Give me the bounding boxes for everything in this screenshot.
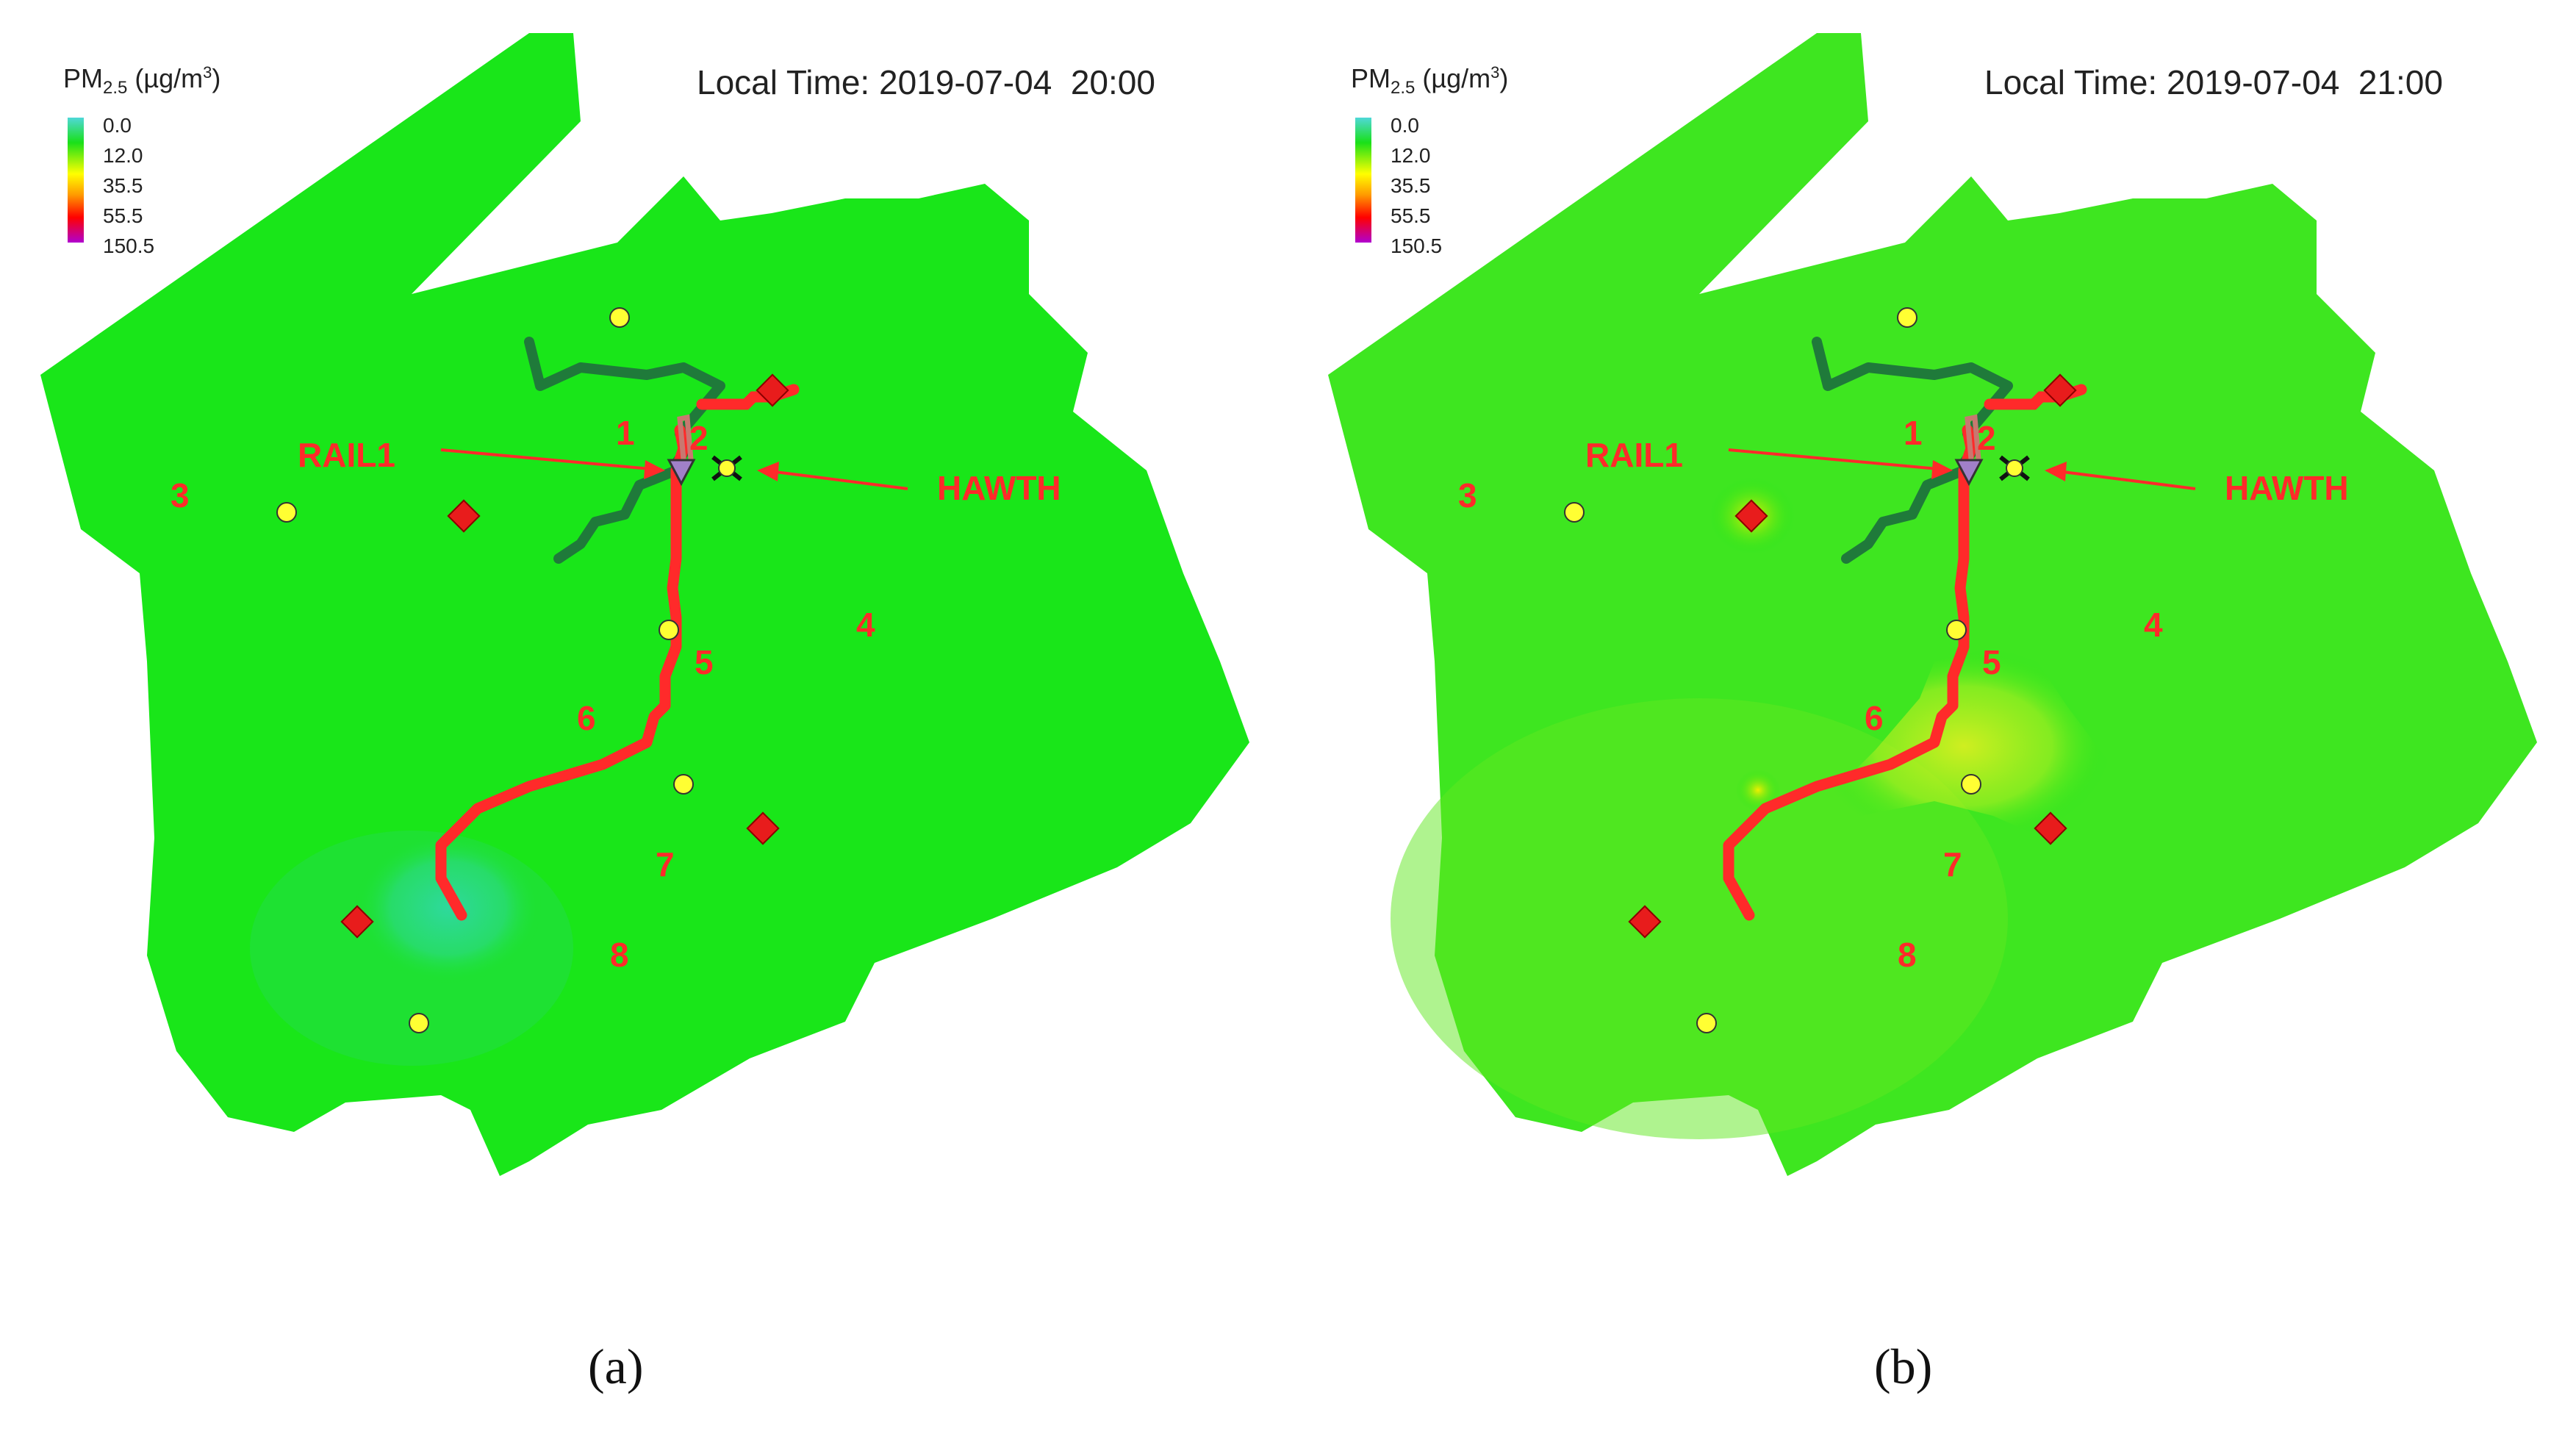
zone-label-3: 3	[1458, 476, 1477, 515]
legend-level: 55.5	[103, 204, 143, 227]
road	[677, 414, 694, 460]
monitor-site-marker	[1961, 774, 1981, 795]
monitor-site-marker	[409, 1013, 429, 1033]
legend-title: PM2.5 (µg/m3)	[1351, 63, 1509, 98]
emission-source-marker	[1628, 905, 1662, 939]
hawth-arrow-head	[757, 462, 779, 481]
zone-label-1: 1	[616, 414, 635, 452]
zone-label-3: 3	[171, 476, 190, 515]
rail1-arrow	[1728, 448, 1939, 470]
rail1-arrow-head	[644, 460, 665, 479]
rail1-station-marker	[1954, 459, 1984, 487]
elevated-plume	[1817, 647, 2111, 845]
zone-label-7: 7	[1943, 845, 1962, 883]
rail1-arrow	[440, 448, 651, 470]
elevated-plume	[1736, 770, 1780, 811]
legend-level: 150.5	[103, 234, 155, 257]
local-time: Local Time: 2019-07-04 20:00	[697, 63, 1155, 101]
monitor-site-marker	[1897, 307, 1917, 328]
map-panel-b: RAIL1 HAWTH 1 2 3 4 5 6 7 8 PM2.5 (µg/m3…	[1288, 0, 2575, 1434]
hawth-label: HAWTH	[2225, 469, 2349, 507]
region-boundary	[40, 33, 1249, 1176]
monitor-site-marker	[673, 774, 694, 795]
local-time: Local Time: 2019-07-04 21:00	[1984, 63, 2443, 101]
monitor-site-marker	[609, 307, 630, 328]
zone-label-2: 2	[689, 419, 708, 457]
emission-source-marker	[340, 905, 374, 939]
rail1-arrow-head	[1931, 460, 1953, 479]
zone-label-4: 4	[856, 606, 875, 644]
emission-source-marker	[447, 499, 481, 533]
monitor-site-marker	[276, 502, 297, 523]
pm25-map-b: RAIL1 HAWTH 1 2 3 4 5 6 7 8	[1328, 33, 2537, 1176]
monitor-site-marker	[1696, 1013, 1717, 1033]
zone-label-6: 6	[1865, 699, 1884, 737]
hawth-arrow-head	[2045, 462, 2067, 481]
zone-label-4: 4	[2144, 606, 2163, 644]
legend-title: PM2.5 (µg/m3)	[63, 63, 221, 98]
legend-level: 150.5	[1391, 234, 1443, 257]
legend-level: 12.0	[1391, 144, 1431, 167]
emission-source-marker	[756, 373, 789, 407]
legend-level: 35.5	[103, 174, 143, 197]
panel-caption: (a)	[588, 1338, 644, 1394]
river	[553, 465, 681, 564]
emission-source-marker	[2034, 811, 2067, 845]
legend-level: 35.5	[1391, 174, 1431, 197]
emission-source-marker	[1734, 499, 1768, 533]
rail1-station-marker	[667, 459, 696, 487]
zone-label-8: 8	[1898, 936, 1917, 974]
legend-level: 0.0	[103, 114, 132, 137]
pm25-map-a: RAIL1 HAWTH 1 2 3 4 5 6 7 8	[40, 33, 1249, 1176]
monitor-site-marker	[1564, 502, 1585, 523]
road	[435, 424, 689, 921]
emission-source-marker	[746, 811, 780, 845]
zone-label-8: 8	[610, 936, 629, 974]
zone-label-2: 2	[1977, 419, 1996, 457]
monitor-site-marker	[1946, 620, 1967, 640]
rail1-label: RAIL1	[298, 436, 395, 474]
legend-labels: 0.0 12.0 35.5 55.5 150.5	[103, 110, 154, 261]
road	[1723, 424, 1977, 921]
rail1-label: RAIL1	[1585, 436, 1683, 474]
hawth-station-marker	[711, 455, 742, 481]
legend-color-bar	[68, 118, 84, 243]
hawth-arrow	[775, 470, 908, 490]
panel-caption: (b)	[1874, 1338, 1933, 1394]
zone-label-6: 6	[577, 699, 596, 737]
legend-labels: 0.0 12.0 35.5 55.5 150.5	[1391, 110, 1442, 261]
clean-air-plume	[353, 831, 544, 985]
legend-color-bar	[1355, 118, 1371, 243]
zone-label-1: 1	[1904, 414, 1923, 452]
map-panel-a: RAIL1 HAWTH 1 2 3 4 5 6 7 8 PM2.5 (µg/m3…	[40, 33, 1249, 1394]
hawth-station-marker	[1999, 455, 2030, 481]
legend-level: 55.5	[1391, 204, 1431, 227]
road	[1965, 414, 1981, 460]
river	[1841, 465, 1969, 564]
hawth-arrow	[2062, 470, 2196, 490]
zone-label-7: 7	[656, 845, 675, 883]
hawth-label: HAWTH	[937, 469, 1061, 507]
monitor-site-marker	[659, 620, 679, 640]
zone-label-5: 5	[1982, 643, 2001, 681]
legend-level: 0.0	[1391, 114, 1419, 137]
emission-source-marker	[2043, 373, 2077, 407]
legend-level: 12.0	[103, 144, 143, 167]
zone-label-5: 5	[695, 643, 714, 681]
